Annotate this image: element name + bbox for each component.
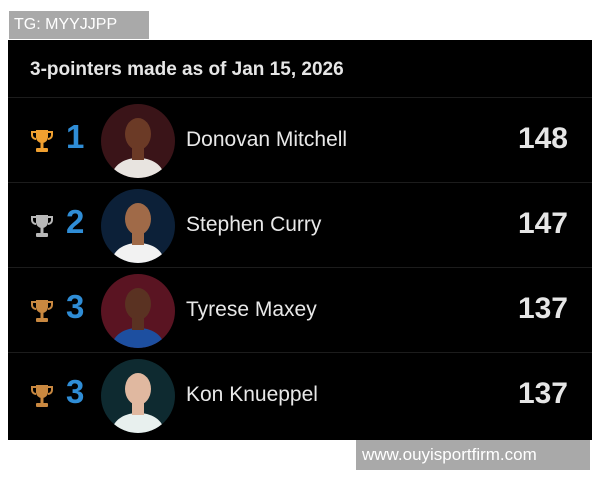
player-name: Donovan Mitchell <box>186 128 348 151</box>
player-photo <box>101 104 175 178</box>
player-avatar <box>101 359 175 433</box>
trophy-icon <box>31 300 53 322</box>
trophy-icon <box>31 130 53 152</box>
leaderboard-panel: 3-pointers made as of Jan 15, 2026 1 Don… <box>8 40 592 440</box>
leaderboard-row[interactable]: 1 Donovan Mitchell 148 <box>8 98 592 183</box>
trophy-icon <box>31 385 53 407</box>
three-pointers-made: 137 <box>517 377 568 410</box>
player-name: Kon Knueppel <box>186 383 318 406</box>
player-photo <box>101 189 175 263</box>
trophy-icon <box>31 215 53 237</box>
three-pointers-made: 137 <box>517 292 568 325</box>
three-pointers-made: 148 <box>517 122 568 155</box>
player-photo <box>101 359 175 433</box>
player-name: Stephen Curry <box>186 213 322 236</box>
watermark-top: TG: MYYJJPP <box>9 11 149 39</box>
player-avatar <box>101 274 175 348</box>
three-pointers-made: 147 <box>517 207 568 240</box>
rank-number: 1 <box>66 118 85 155</box>
leaderboard-title: 3-pointers made as of Jan 15, 2026 <box>8 40 592 98</box>
rank-number: 3 <box>66 288 85 325</box>
rank-number: 2 <box>66 203 85 240</box>
leaderboard-row[interactable]: 2 Stephen Curry 147 <box>8 183 592 268</box>
leaderboard-row[interactable]: 3 Tyrese Maxey 137 <box>8 268 592 353</box>
player-avatar <box>101 189 175 263</box>
rank-number: 3 <box>66 373 85 410</box>
player-avatar <box>101 104 175 178</box>
watermark-bottom: www.ouyisportfirm.com <box>356 440 590 470</box>
leaderboard-row[interactable]: 3 Kon Knueppel 137 <box>8 353 592 439</box>
player-name: Tyrese Maxey <box>186 298 317 321</box>
player-photo <box>101 274 175 348</box>
